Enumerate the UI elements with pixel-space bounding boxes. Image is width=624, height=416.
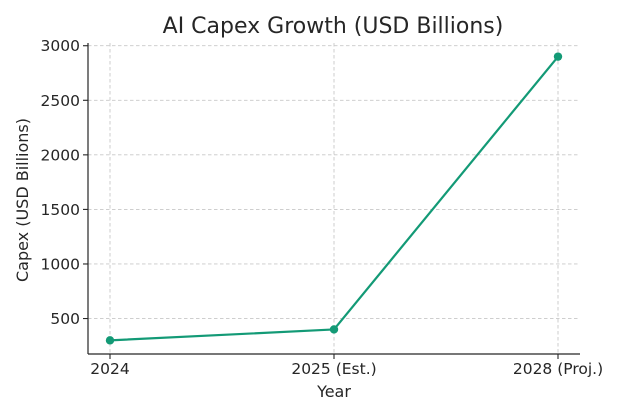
chart-title: AI Capex Growth (USD Billions)	[163, 14, 504, 39]
data-point-1	[329, 325, 339, 334]
data-point-2	[553, 52, 563, 61]
data-point-0	[105, 336, 115, 345]
x-tick-label-2: 2028 (Proj.)	[513, 360, 603, 378]
y-tick-label-3: 2000	[41, 146, 80, 164]
series	[105, 52, 563, 345]
x-tick-label-1: 2025 (Est.)	[291, 360, 376, 378]
y-tick-label-5: 3000	[41, 37, 80, 55]
y-tick-label-0: 500	[50, 310, 80, 328]
x-axis-label: Year	[316, 382, 351, 401]
y-axis-ticks: 500 1000 1500 2000 2500 3000	[41, 37, 88, 328]
y-tick-label-4: 2500	[41, 92, 80, 110]
x-axis-ticks: 2024 2025 (Est.) 2028 (Proj.)	[90, 354, 603, 378]
x-tick-label-0: 2024	[90, 360, 129, 378]
grid	[88, 43, 580, 354]
y-tick-label-2: 1500	[41, 201, 80, 219]
y-tick-label-1: 1000	[41, 255, 80, 273]
y-axis-label: Capex (USD Billions)	[13, 118, 32, 282]
